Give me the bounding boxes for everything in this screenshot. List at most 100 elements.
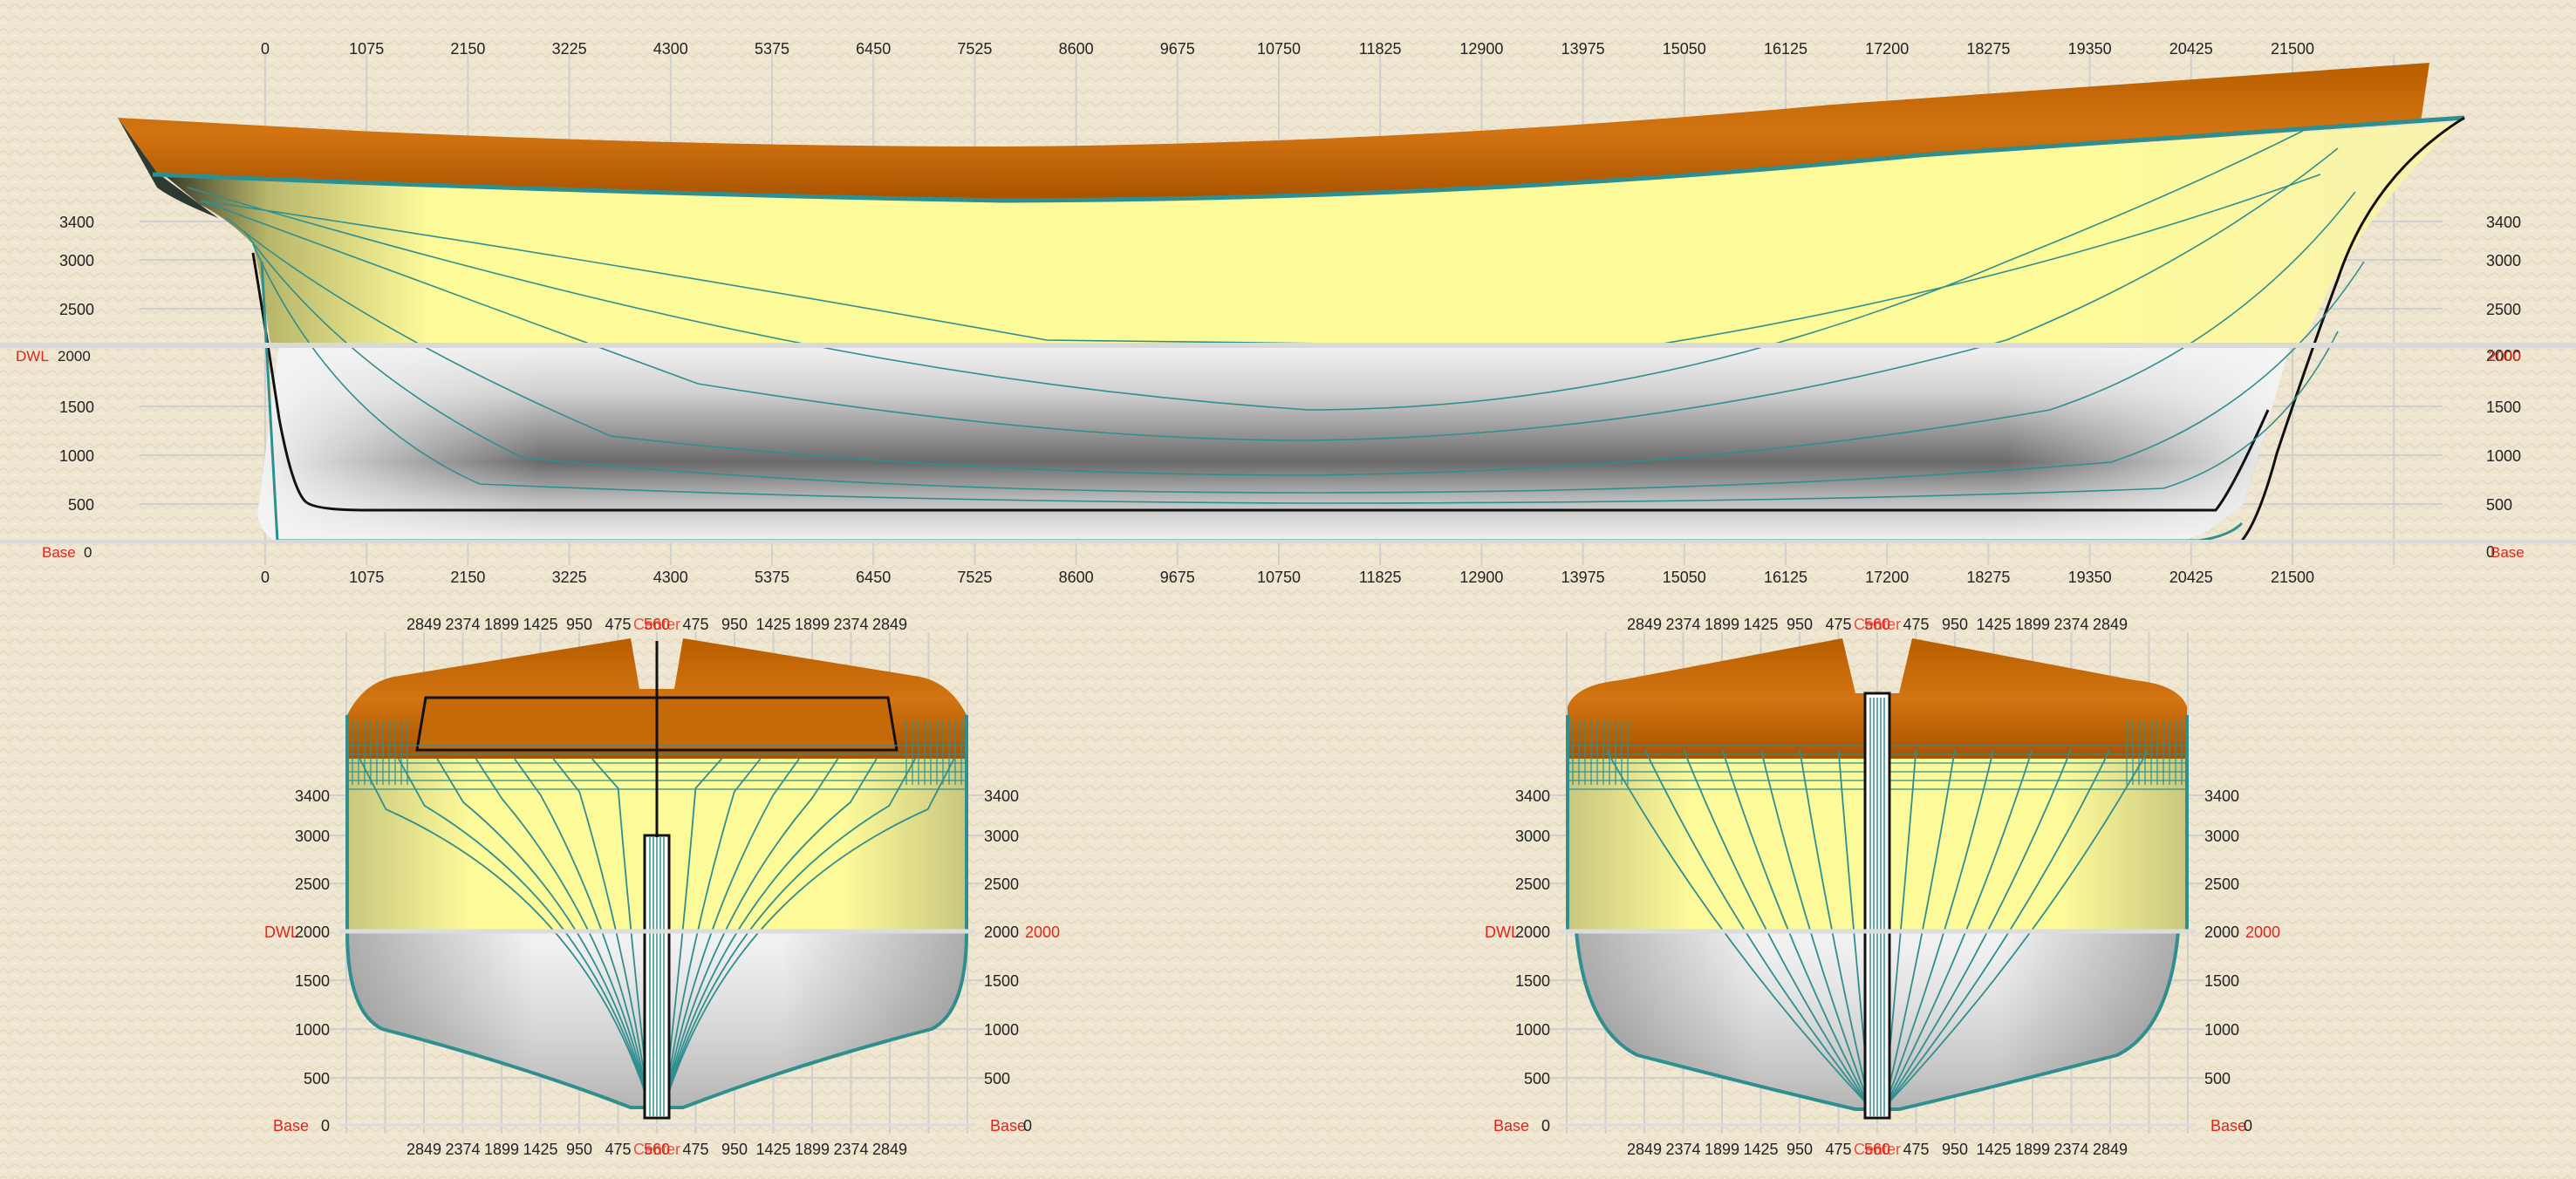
section-bottom-tick: 475 xyxy=(605,1141,631,1158)
profile-deck-band xyxy=(118,63,2429,201)
profile-bottom-tick: 4300 xyxy=(653,569,688,586)
section-dwl-value-right: 2000 xyxy=(2204,923,2239,941)
section-center-label-top: Center xyxy=(1854,616,1901,633)
section-top-tick: 560 xyxy=(1864,616,1890,633)
section-bottom-tick: 950 xyxy=(1787,1141,1813,1158)
profile-bottom-tick: 18275 xyxy=(1966,569,2010,586)
section-bottom-tick: 2849 xyxy=(407,1141,441,1158)
profile-left-tick: 1000 xyxy=(59,447,94,465)
section-top-tick: 2374 xyxy=(833,616,868,633)
section-bottom-tick: 560 xyxy=(644,1141,670,1158)
section-hull-outline xyxy=(345,930,969,1109)
profile-left-tick: 2500 xyxy=(59,301,94,318)
profile-bottom-tick: 11825 xyxy=(1359,569,1402,586)
section-bottom-tick: 560 xyxy=(1864,1141,1890,1158)
profile-stern-outline xyxy=(2240,116,2465,542)
section-bottom-tick: 950 xyxy=(566,1141,592,1158)
profile-bottom-tick: 8600 xyxy=(1059,569,1094,586)
profile-bottom-tick: 17200 xyxy=(1865,569,1909,586)
profile-bottom-tick: 0 xyxy=(261,569,270,586)
profile-hull-underwater-fade xyxy=(257,344,2290,541)
section-dwl-value-right: 2000 xyxy=(984,923,1019,941)
section-bottom-tick: 2374 xyxy=(445,1141,480,1158)
profile-top-tick: 3225 xyxy=(552,40,587,58)
section-bottom-tick: 475 xyxy=(1903,1141,1929,1158)
section-top-tick: 2374 xyxy=(1665,616,1700,633)
profile-right-axis: 3400 3000 2500 1500 1000 500 2000 0 xyxy=(2486,214,2521,561)
section-top-tick: 475 xyxy=(1825,616,1851,633)
section-bottom-tick: 1425 xyxy=(1743,1141,1778,1158)
section-bottom-tick: 2374 xyxy=(2053,1141,2088,1158)
profile-sheer-line xyxy=(152,115,2465,203)
section-right-tick: 500 xyxy=(984,1070,1010,1087)
section-bottom-tick: 2849 xyxy=(872,1141,907,1158)
profile-top-tick: 0 xyxy=(261,40,270,58)
profile-top-tick: 15050 xyxy=(1663,40,1706,58)
profile-right-dwl-value: 2000 xyxy=(2486,347,2521,365)
profile-bottom-tick: 3225 xyxy=(552,569,587,586)
section-top-tick: 560 xyxy=(644,616,670,633)
section-top-tick: 950 xyxy=(1942,616,1968,633)
section-top-tick: 1425 xyxy=(755,616,790,633)
section-center-label-top: Center xyxy=(633,616,680,633)
section-dwl-label-left: DWL xyxy=(264,923,299,941)
profile-base-label-right: Base xyxy=(2491,544,2525,561)
section-base-label-left: Base xyxy=(1493,1117,1529,1135)
profile-top-tick: 4300 xyxy=(653,40,688,58)
profile-right-tick: 2500 xyxy=(2486,301,2521,318)
profile-bottom-tick: 5375 xyxy=(755,569,789,586)
section-hull-outline xyxy=(1574,930,2181,1111)
profile-bottom-axis: 0 1075 2150 3225 4300 5375 6450 7525 8600 9675 107… xyxy=(261,569,2314,586)
profile-left-tick: 1500 xyxy=(59,399,94,416)
stern-section-view: 2849 2374 1899 1425 950 475 560 475 950 1425 1899 2… xyxy=(1485,616,2280,1158)
section-bottom-tick: 1899 xyxy=(2015,1141,2050,1158)
section-base-value-right: 0 xyxy=(2244,1117,2252,1135)
section-dwl-value-left: 2000 xyxy=(295,923,330,941)
profile-top-tick: 1075 xyxy=(349,40,384,58)
section-left-tick: 2500 xyxy=(1515,876,1550,893)
section-bottom-tick: 1425 xyxy=(755,1141,790,1158)
section-top-tick: 1899 xyxy=(484,616,519,633)
section-left-tick: 3000 xyxy=(295,828,330,845)
profile-left-tick: 500 xyxy=(68,496,94,514)
section-top-tick: 950 xyxy=(721,616,748,633)
section-top-tick: 2849 xyxy=(2093,616,2128,633)
profile-top-tick: 11825 xyxy=(1359,40,1402,58)
profile-bottom-tick: 7525 xyxy=(957,569,992,586)
profile-bottom-tick: 21500 xyxy=(2271,569,2314,586)
section-left-tick: 2500 xyxy=(295,876,330,893)
section-bottom-tick: 1425 xyxy=(1976,1141,2011,1158)
section-base-value-left: 0 xyxy=(1541,1117,1550,1135)
profile-right-tick: 1000 xyxy=(2486,447,2521,465)
profile-bottom-tick: 6450 xyxy=(856,569,891,586)
section-center-label-bottom: Center xyxy=(633,1141,680,1158)
section-left-tick: 1500 xyxy=(295,972,330,990)
section-bottom-tick: 1899 xyxy=(795,1141,830,1158)
profile-top-tick: 5375 xyxy=(755,40,789,58)
profile-top-tick: 20425 xyxy=(2169,40,2213,58)
section-left-tick: 1000 xyxy=(295,1021,330,1039)
section-center-label-bottom: Center xyxy=(1854,1141,1901,1158)
profile-base-label-left: Base xyxy=(42,544,76,561)
section-top-tick: 1899 xyxy=(1705,616,1739,633)
section-bottom-tick: 2374 xyxy=(833,1141,868,1158)
section-right-tick: 3400 xyxy=(984,787,1019,805)
bow-section-view: 2849 2374 1899 1425 950 475 560 475 950 1425 1899 2… xyxy=(264,616,1060,1158)
profile-dwl-label-left: DWL xyxy=(16,348,49,365)
profile-bottom-tick: 9675 xyxy=(1160,569,1195,586)
section-bottom-tick: 1425 xyxy=(523,1141,557,1158)
profile-right-base-value: 0 xyxy=(2486,543,2495,561)
profile-bottom-tick: 10750 xyxy=(1257,569,1301,586)
section-base-value-left: 0 xyxy=(321,1117,330,1135)
profile-top-tick: 10750 xyxy=(1257,40,1301,58)
profile-top-tick: 18275 xyxy=(1966,40,2010,58)
section-top-tick: 1899 xyxy=(2015,616,2050,633)
section-left-tick: 3400 xyxy=(295,787,330,805)
section-left-tick: 1500 xyxy=(1515,972,1550,990)
section-top-tick: 2374 xyxy=(2053,616,2088,633)
profile-bottom-tick: 16125 xyxy=(1764,569,1807,586)
profile-top-tick: 8600 xyxy=(1059,40,1094,58)
section-right-tick: 1000 xyxy=(984,1021,1019,1039)
section-bottom-tick: 1899 xyxy=(1705,1141,1739,1158)
